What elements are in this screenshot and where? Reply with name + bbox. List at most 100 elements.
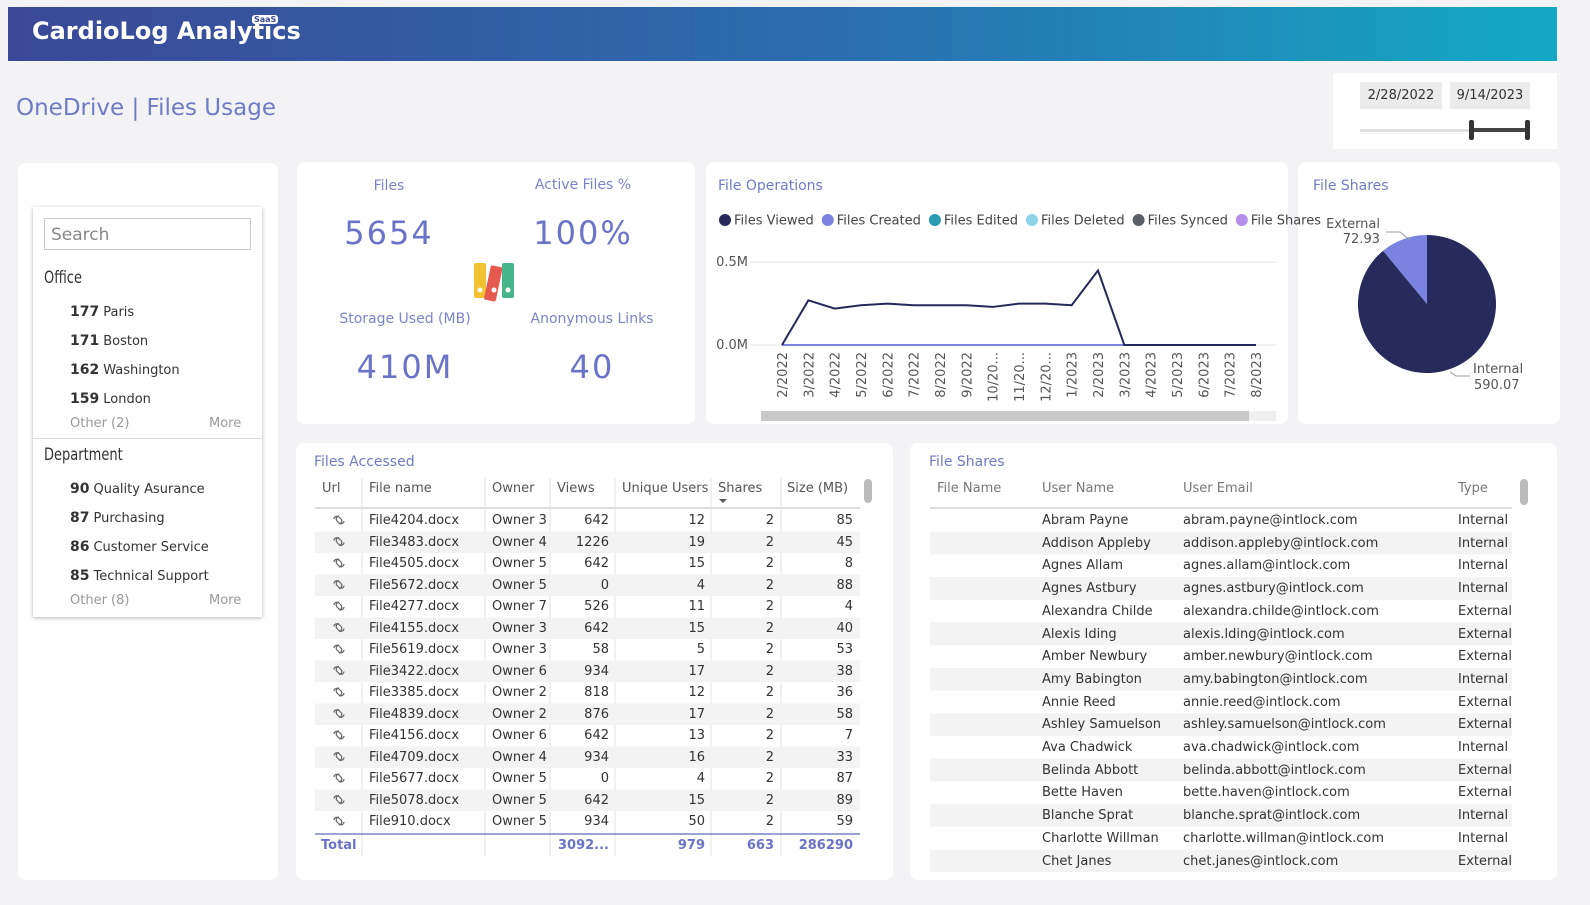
table-cell: Internal bbox=[1458, 671, 1509, 687]
total-label: Total bbox=[321, 838, 357, 853]
table-cell: 2 bbox=[765, 749, 774, 765]
table-cell: File4156.docx bbox=[369, 728, 460, 743]
x-tick-label: 8/2022 bbox=[934, 352, 949, 398]
table-cell: Bette Haven bbox=[1042, 785, 1123, 801]
column-header[interactable]: Size (MB) bbox=[787, 481, 849, 496]
link-icon bbox=[333, 558, 345, 568]
item-row[interactable]: 85 Technical Support bbox=[70, 568, 209, 584]
other-link[interactable]: Other (2) bbox=[70, 416, 130, 431]
x-tick-label: 12/20... bbox=[1039, 352, 1054, 402]
row-stripe bbox=[930, 577, 1512, 600]
column-header[interactable]: File name bbox=[369, 481, 432, 496]
table-cell: 2 bbox=[765, 771, 774, 786]
item-row[interactable]: 87 Purchasing bbox=[70, 510, 165, 526]
table-cell: Belinda Abbott bbox=[1042, 762, 1139, 778]
row-stripe bbox=[315, 703, 860, 725]
table-cell: 1226 bbox=[575, 534, 609, 550]
column-header[interactable]: Shares bbox=[718, 481, 763, 496]
item-label: Boston bbox=[103, 334, 149, 349]
table-cell: 2 bbox=[765, 556, 774, 571]
binder-icon bbox=[474, 263, 486, 298]
table-cell: 642 bbox=[584, 513, 609, 528]
item-count: 177 bbox=[70, 304, 100, 320]
kpi-label: Active Files % bbox=[534, 177, 632, 193]
item-label: Washington bbox=[103, 363, 180, 378]
item-row[interactable]: 162 Washington bbox=[70, 362, 180, 378]
table-cell: 4 bbox=[844, 599, 853, 614]
item-row[interactable]: 159 London bbox=[70, 391, 151, 407]
table-cell: Annie Reed bbox=[1042, 694, 1116, 710]
item-row[interactable]: 171 Boston bbox=[70, 333, 148, 349]
x-tick-label: 4/2023 bbox=[1145, 352, 1160, 398]
item-count: 85 bbox=[70, 568, 90, 584]
column-header[interactable]: Type bbox=[1458, 481, 1488, 496]
table-cell: External bbox=[1458, 649, 1512, 665]
x-tick-label: 9/2022 bbox=[960, 352, 975, 398]
link-icon bbox=[333, 665, 345, 676]
table-cell: 2 bbox=[765, 534, 774, 550]
table-cell: agnes.astbury@intlock.com bbox=[1183, 581, 1364, 597]
table-cell: 17 bbox=[688, 663, 705, 679]
table-cell: 50 bbox=[688, 814, 705, 829]
column-header[interactable]: User Email bbox=[1183, 481, 1253, 496]
link-icon bbox=[333, 751, 345, 762]
column-header[interactable]: Unique Users bbox=[622, 481, 709, 496]
table-cell: File5677.docx bbox=[369, 771, 460, 786]
table-cell: 15 bbox=[688, 620, 705, 636]
scrollbar-thumb bbox=[864, 479, 872, 503]
item-label: Technical Support bbox=[93, 569, 209, 584]
table-cell: 2 bbox=[765, 513, 774, 528]
table-cell: 87 bbox=[836, 771, 853, 786]
slider-range bbox=[1472, 128, 1528, 132]
link-icon bbox=[333, 644, 345, 654]
other-link[interactable]: Other (8) bbox=[70, 593, 130, 608]
table-cell: 38 bbox=[836, 663, 853, 679]
sort-arrow bbox=[719, 499, 727, 503]
table-cell: File3385.docx bbox=[369, 685, 460, 700]
item-row[interactable]: 86 Customer Service bbox=[70, 539, 209, 555]
table-cell: 2 bbox=[765, 728, 774, 743]
link-icon bbox=[333, 708, 345, 719]
search-box[interactable]: Search bbox=[44, 218, 251, 250]
table-cell: Agnes Astbury bbox=[1042, 581, 1137, 597]
row-stripe bbox=[315, 660, 860, 682]
more-link[interactable]: More bbox=[209, 593, 242, 608]
date-end[interactable]: 9/14/2023 bbox=[1450, 82, 1530, 109]
date-start[interactable]: 2/28/2022 bbox=[1360, 82, 1442, 109]
column-header[interactable]: File Name bbox=[937, 481, 1002, 496]
link-icon bbox=[333, 579, 345, 590]
table-cell: annie.reed@intlock.com bbox=[1183, 694, 1341, 710]
table-cell: bette.haven@intlock.com bbox=[1183, 785, 1350, 801]
legend-label: Files Created bbox=[837, 214, 921, 229]
table-cell: agnes.allam@intlock.com bbox=[1183, 558, 1351, 574]
table-cell: Amber Newbury bbox=[1042, 649, 1148, 665]
table-cell: 642 bbox=[584, 556, 609, 571]
table-cell: 2 bbox=[765, 577, 774, 593]
column-header[interactable]: Views bbox=[557, 481, 595, 496]
table-cell: External bbox=[1458, 785, 1512, 801]
table-cell: Internal bbox=[1458, 740, 1509, 755]
column-header[interactable]: Url bbox=[322, 481, 341, 496]
item-row[interactable]: 177 Paris bbox=[70, 304, 134, 320]
more-link[interactable]: More bbox=[209, 416, 242, 431]
link-icon bbox=[333, 622, 345, 633]
binder-icon bbox=[484, 265, 503, 302]
legend-marker bbox=[719, 214, 731, 226]
item-row[interactable]: 90 Quality Asurance bbox=[70, 481, 205, 497]
table-cell: amy.babington@intlock.com bbox=[1183, 671, 1368, 687]
table-cell: 2 bbox=[765, 706, 774, 722]
column-header[interactable]: User Name bbox=[1042, 481, 1115, 496]
slider-handle[interactable] bbox=[1469, 120, 1474, 140]
row-stripe bbox=[930, 849, 1512, 873]
table-cell: 0 bbox=[600, 577, 609, 593]
pie-slice bbox=[1358, 235, 1497, 374]
slider-handle[interactable] bbox=[1525, 120, 1530, 140]
table-cell: 642 bbox=[584, 728, 609, 743]
column-header[interactable]: Owner bbox=[492, 481, 535, 496]
table-cell: 45 bbox=[836, 534, 853, 550]
table-cell: File3422.docx bbox=[369, 663, 460, 679]
link-icon bbox=[333, 773, 345, 783]
table-cell: Owner 4 bbox=[492, 534, 547, 550]
table-cell: Internal bbox=[1458, 830, 1509, 846]
